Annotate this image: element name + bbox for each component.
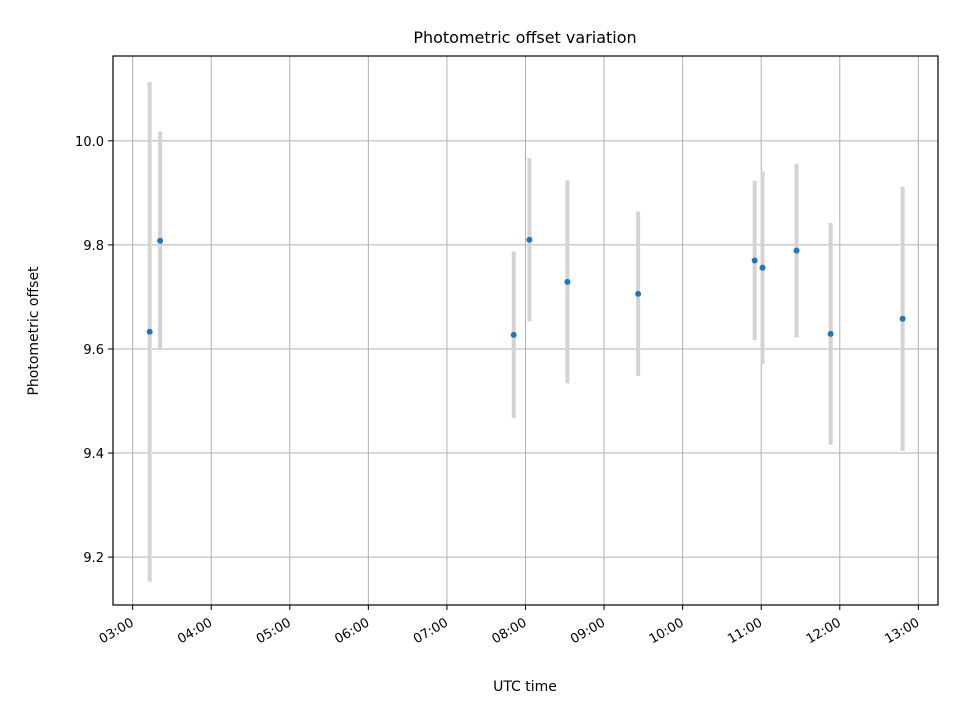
x-axis-label: UTC time <box>493 679 557 695</box>
data-point <box>827 330 834 337</box>
data-point <box>510 331 517 338</box>
y-tick-label: 9.8 <box>83 239 104 254</box>
y-tick-label: 9.4 <box>83 447 104 462</box>
data-point <box>157 237 164 244</box>
data-point <box>899 315 906 322</box>
grid <box>113 56 938 605</box>
y-tick-label: 9.2 <box>83 551 104 566</box>
chart-title: Photometric offset variation <box>413 28 636 47</box>
y-tick-label: 10.0 <box>75 135 104 150</box>
data-point <box>759 264 766 271</box>
data-point <box>635 290 642 297</box>
y-axis: 9.2 9.4 9.6 9.8 10.0 <box>75 135 113 566</box>
data-point <box>564 278 571 285</box>
y-tick-label: 9.6 <box>83 343 104 358</box>
y-axis-label: Photometric offset <box>26 266 42 396</box>
data-points <box>146 236 906 338</box>
data-point <box>751 257 758 264</box>
data-point <box>793 247 800 254</box>
data-point <box>146 328 153 335</box>
data-point <box>526 236 533 243</box>
